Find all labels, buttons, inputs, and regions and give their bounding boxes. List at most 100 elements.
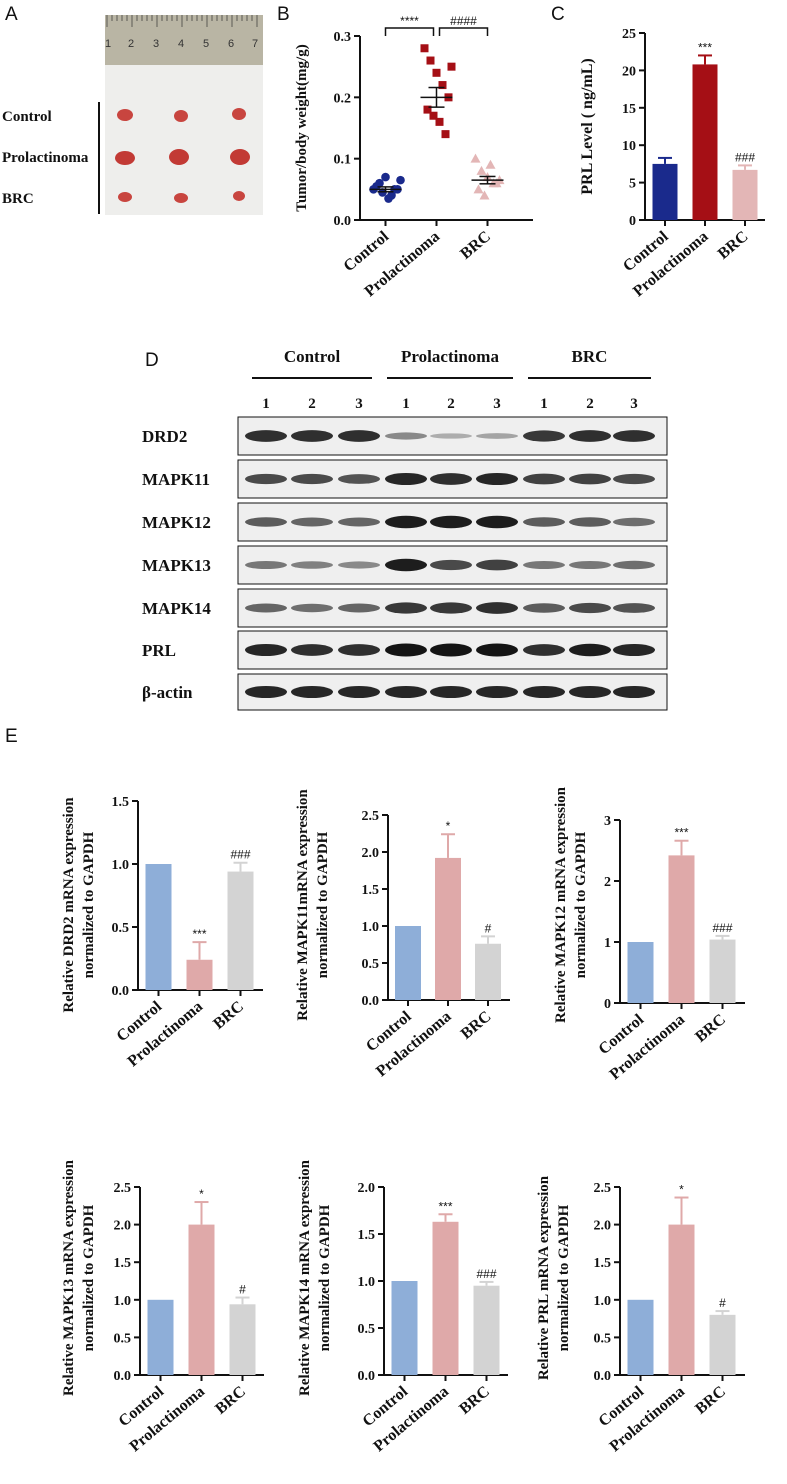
y-tick-label: 0 <box>629 214 636 229</box>
tumor-brc-3 <box>233 191 245 201</box>
bar-control <box>145 864 172 990</box>
ruler-number: 1 <box>105 38 111 50</box>
lane-number: 2 <box>447 396 455 412</box>
significance-label: # <box>719 1296 726 1310</box>
y-tick-label: 2.0 <box>594 1219 612 1234</box>
blot-band <box>569 643 611 657</box>
blot-band <box>385 685 427 699</box>
bar-control <box>147 1299 174 1375</box>
y-axis-label: Tumor/body weight(mg/g) <box>294 44 310 211</box>
y-tick-label: 0.5 <box>358 1322 376 1337</box>
x-tick-label: BRC <box>456 1383 493 1418</box>
data-point-brc <box>476 165 487 175</box>
blot-band <box>338 430 380 442</box>
significance-label: # <box>239 1283 246 1297</box>
protein-label: MAPK13 <box>142 556 211 575</box>
significance-label: ### <box>712 921 732 935</box>
tumor-control-1 <box>117 109 133 121</box>
y-tick-label: 1.5 <box>358 1228 376 1243</box>
blot-band <box>613 517 655 527</box>
blot-band <box>476 472 518 486</box>
y-tick-label: 2.0 <box>362 846 380 861</box>
y-tick-label: 2.0 <box>114 1219 132 1234</box>
tumor-brc-1 <box>118 192 132 202</box>
y-axis-label-line: Relative MAPK12 mRNA expression <box>553 786 569 1023</box>
y-tick-label: 1 <box>604 936 611 951</box>
data-point-prolactinoma <box>438 81 447 90</box>
y-tick-label: 2.5 <box>114 1181 132 1196</box>
y-tick-label: 3 <box>604 814 611 829</box>
panel-letter-a: A <box>5 4 18 25</box>
significance-label: # <box>485 921 492 935</box>
blot-band <box>430 643 472 657</box>
row-label-prolactinoma: Prolactinoma <box>2 150 89 166</box>
data-point-prolactinoma <box>441 130 450 139</box>
y-tick-label: 2.0 <box>358 1181 376 1196</box>
y-tick-label: 0.1 <box>334 153 352 168</box>
comparison-bracket <box>384 27 435 36</box>
blot-band <box>569 560 611 570</box>
tumor-brc-2 <box>174 193 188 203</box>
y-axis-label-line: normalized to GAPDH <box>573 831 589 978</box>
data-point-brc <box>473 184 484 194</box>
blot-band <box>385 643 427 657</box>
y-tick-label: 0 <box>604 997 611 1012</box>
blot-band <box>338 561 380 569</box>
significance-label: * <box>199 1187 204 1201</box>
blot-band <box>245 430 287 442</box>
bar-brc <box>732 169 758 220</box>
blot-band <box>291 685 333 699</box>
blot-band <box>291 473 333 485</box>
data-point-control <box>381 172 390 182</box>
y-tick-label: 0.0 <box>334 214 352 229</box>
y-tick-label: 5 <box>629 177 636 192</box>
y-tick-label: 0.5 <box>114 1331 132 1346</box>
bar-brc <box>229 1304 256 1375</box>
tumor-samples <box>115 108 250 203</box>
ruler-number: 6 <box>228 38 234 50</box>
significance-label: *** <box>698 40 712 54</box>
y-axis-label-line: normalized to GAPDH <box>315 831 331 978</box>
blot-band <box>291 644 333 656</box>
x-tick-label: BRC <box>692 1383 729 1418</box>
panel-letter-c: C <box>551 4 565 25</box>
lane-number: 3 <box>355 396 363 412</box>
y-axis-label: PRL Level ( ng/mL) <box>579 58 596 194</box>
comparison-label: **** <box>400 14 419 28</box>
y-tick-label: 15 <box>622 102 636 117</box>
y-tick-label: 1.0 <box>594 1294 612 1309</box>
data-point-prolactinoma <box>420 44 429 53</box>
y-tick-label: 0.0 <box>114 1369 132 1384</box>
y-tick-label: 1.5 <box>114 1256 132 1271</box>
row-label-control: Control <box>2 109 52 125</box>
y-tick-label: 0.0 <box>362 994 380 1009</box>
bar-brc <box>227 871 254 990</box>
data-point-brc <box>485 159 496 169</box>
y-tick-label: 2 <box>604 875 611 890</box>
blot-band <box>613 643 655 657</box>
y-tick-label: 1.0 <box>112 858 130 873</box>
blot-band <box>523 517 565 527</box>
blot-band <box>430 685 472 699</box>
ruler-number: 3 <box>153 38 159 50</box>
blot-band <box>338 474 380 484</box>
y-tick-label: 2.5 <box>594 1181 612 1196</box>
blot-band <box>430 515 472 529</box>
significance-label: * <box>679 1183 684 1197</box>
comparison-bracket <box>438 27 489 36</box>
ruler-body <box>105 15 263 65</box>
panel-letter-e: E <box>5 726 18 747</box>
y-tick-label: 0.5 <box>112 921 130 936</box>
lane-number: 1 <box>402 396 410 412</box>
protein-label: MAPK14 <box>142 599 211 618</box>
blot-band <box>523 644 565 656</box>
blot-band <box>245 560 287 570</box>
y-axis-label-line: normalized to GAPDH <box>81 831 97 978</box>
x-tick-label: BRC <box>715 228 752 263</box>
blot-band <box>523 430 565 442</box>
